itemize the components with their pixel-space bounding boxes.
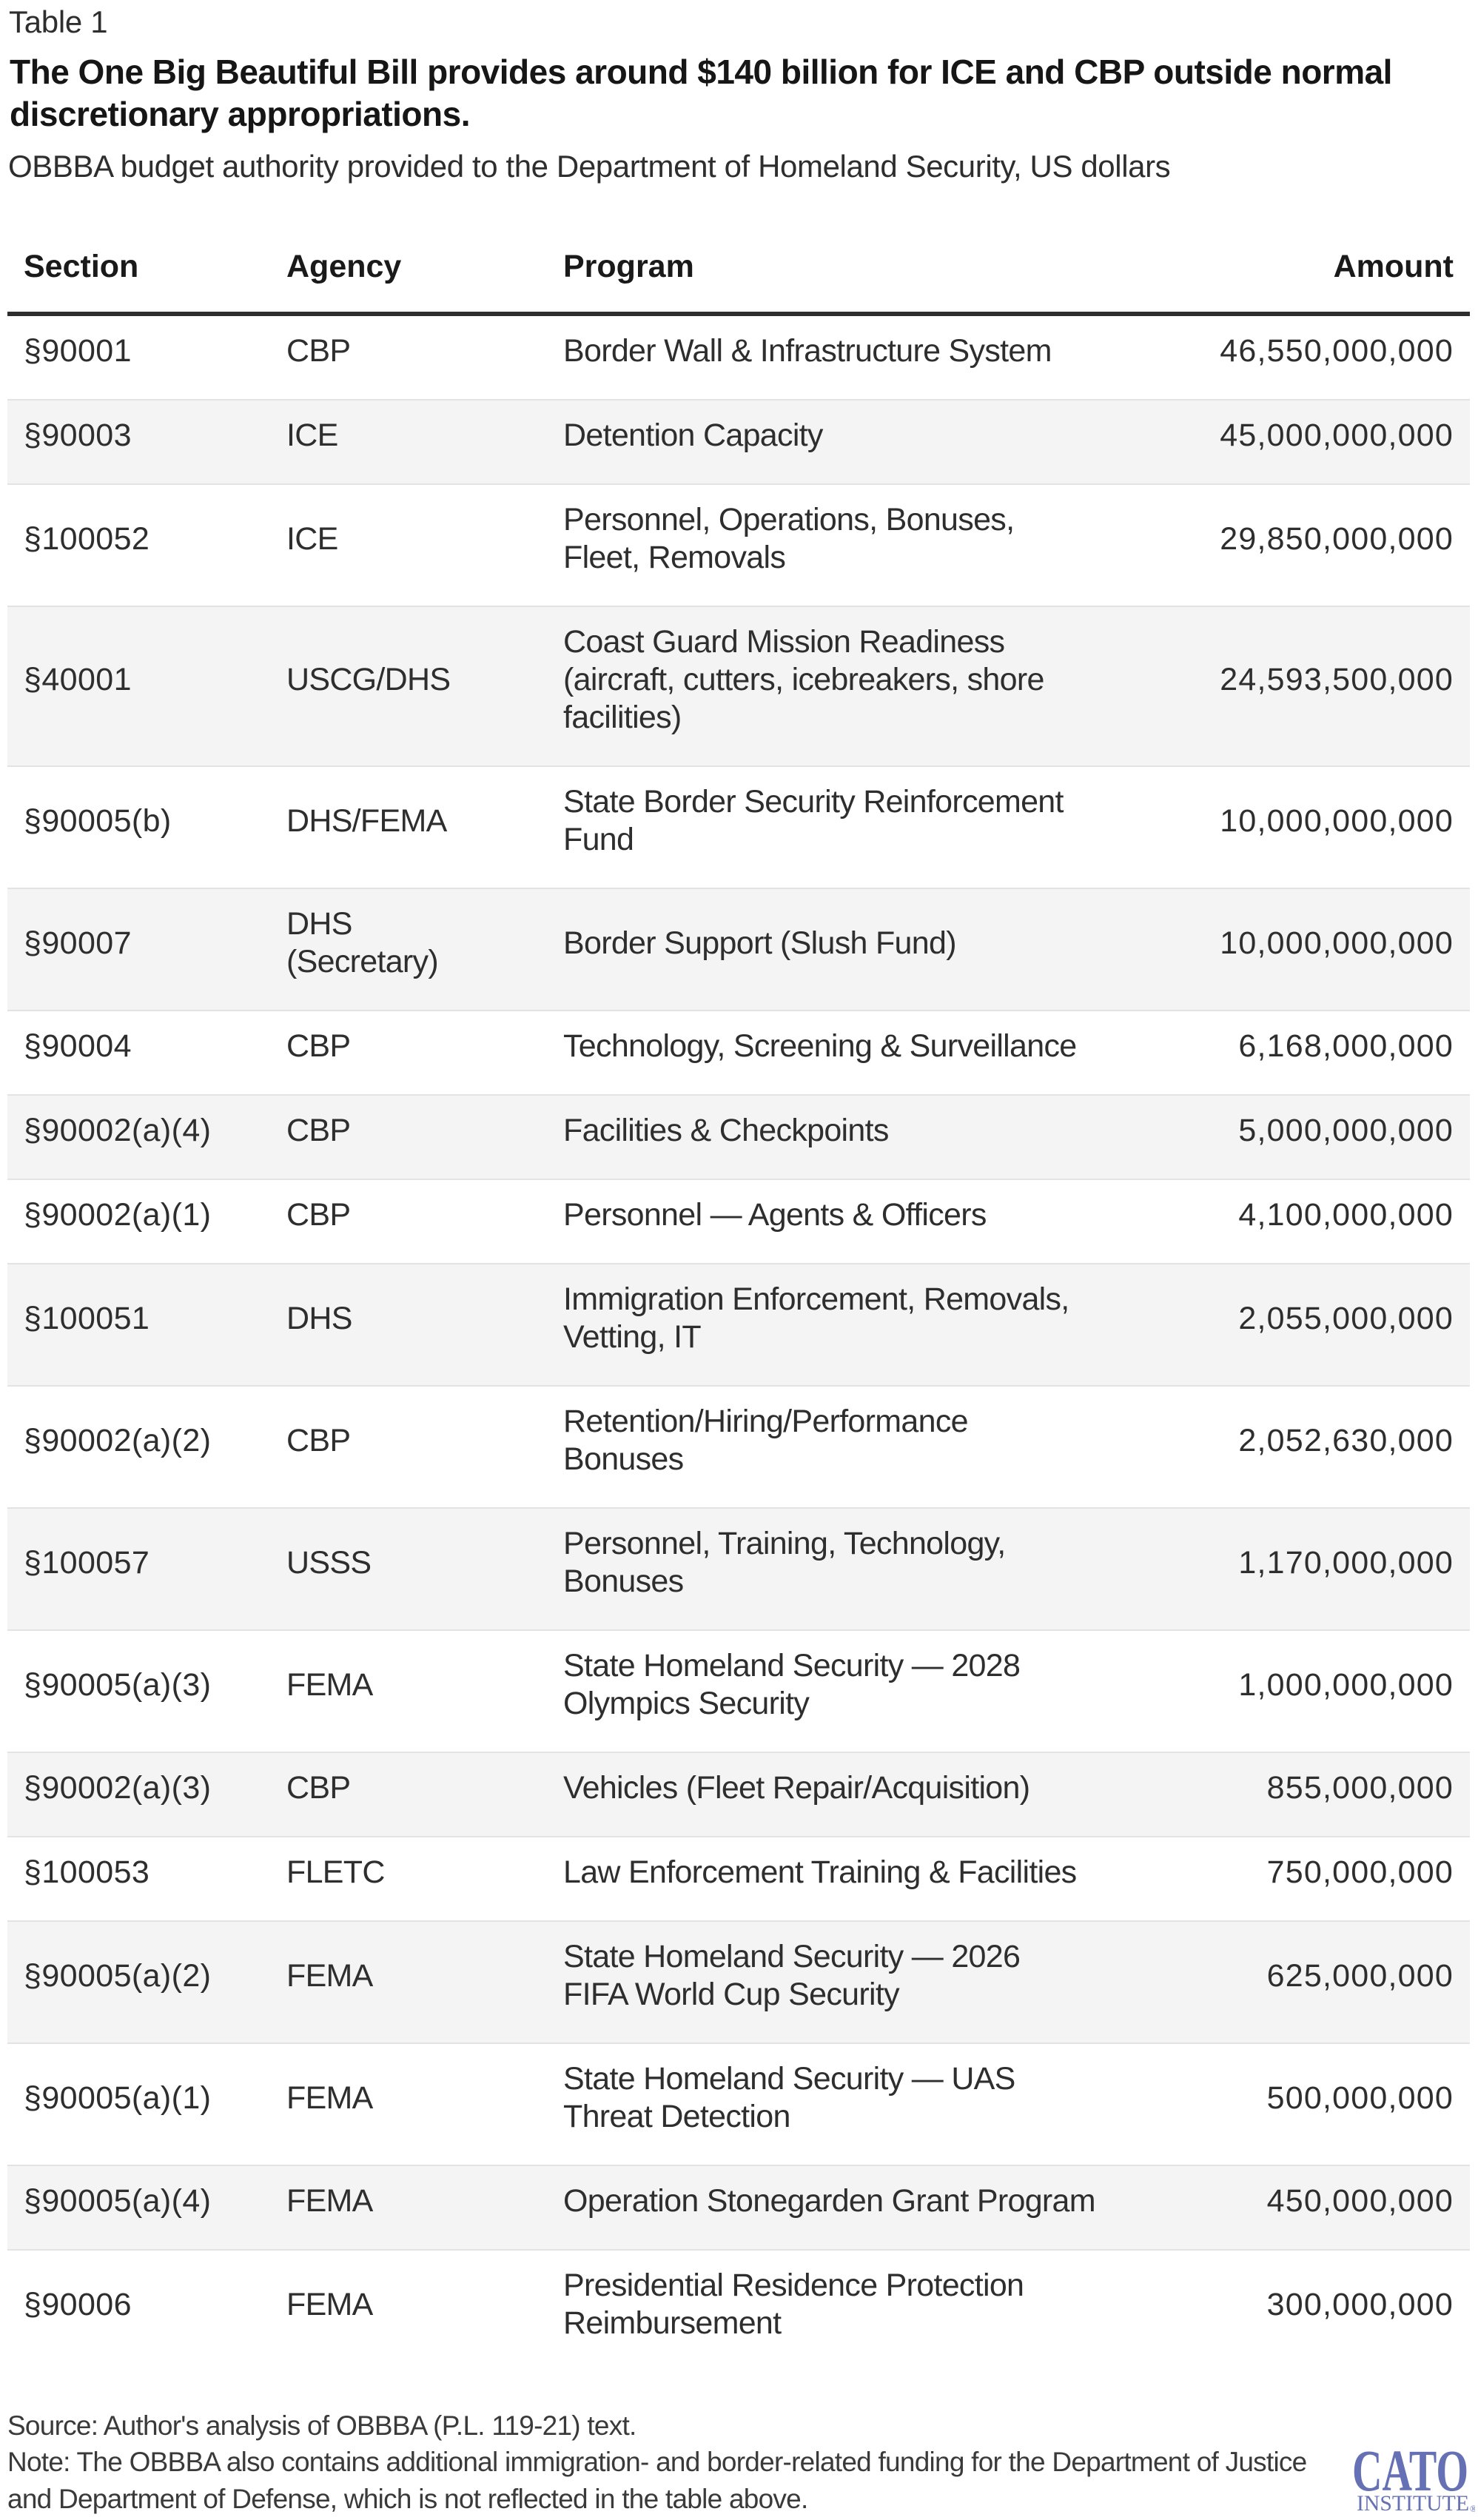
svg-text:INSTITUTE: INSTITUTE	[1357, 2491, 1469, 2516]
svg-text:®: ®	[1470, 2503, 1475, 2514]
svg-text:CATO: CATO	[1352, 2444, 1468, 2504]
